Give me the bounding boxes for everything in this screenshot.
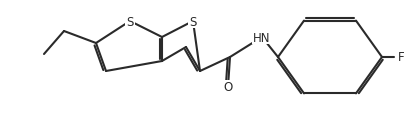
Text: S: S [189, 15, 197, 28]
Text: F: F [398, 51, 405, 64]
Text: S: S [126, 15, 133, 28]
Text: HN: HN [253, 31, 271, 44]
Text: O: O [223, 81, 233, 94]
